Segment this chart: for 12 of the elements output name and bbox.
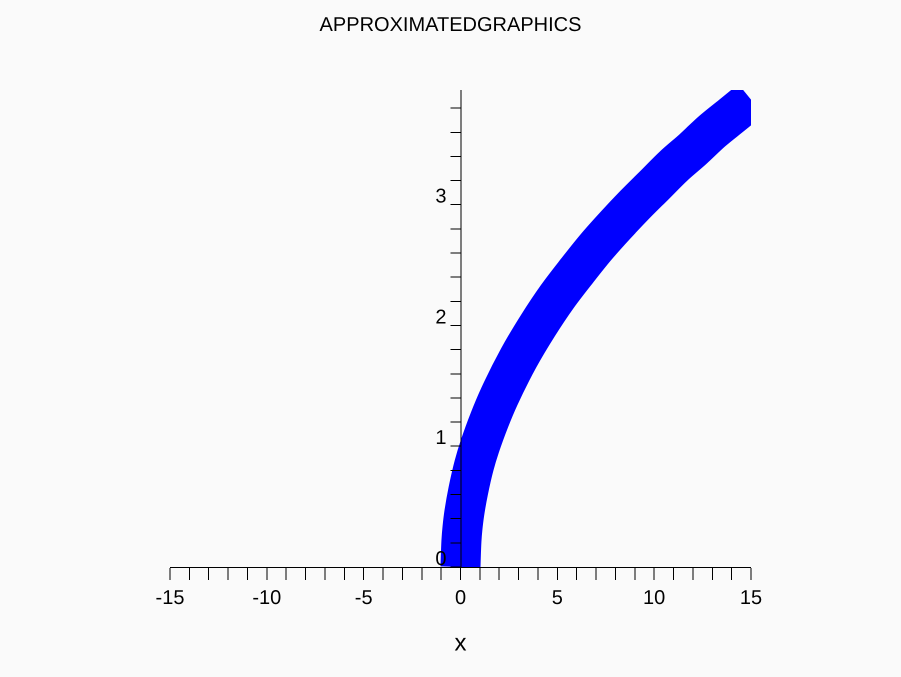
y-tick-label: 2: [435, 306, 446, 328]
y-tick-label: 1: [435, 427, 446, 450]
chart-title: APPROXIMATEDGRAPHICS: [320, 14, 582, 36]
x-tick-label: -15: [156, 587, 184, 609]
x-tick-label: -5: [354, 587, 373, 609]
x-tick-label: 15: [740, 587, 762, 609]
x-tick-label: -10: [252, 587, 282, 609]
x-axis-title: x: [454, 629, 466, 656]
x-tick-label: 0: [454, 587, 466, 609]
y-tick-label: 3: [435, 186, 446, 208]
x-tick-label: 5: [552, 587, 563, 609]
x-tick-label: 10: [643, 587, 666, 609]
